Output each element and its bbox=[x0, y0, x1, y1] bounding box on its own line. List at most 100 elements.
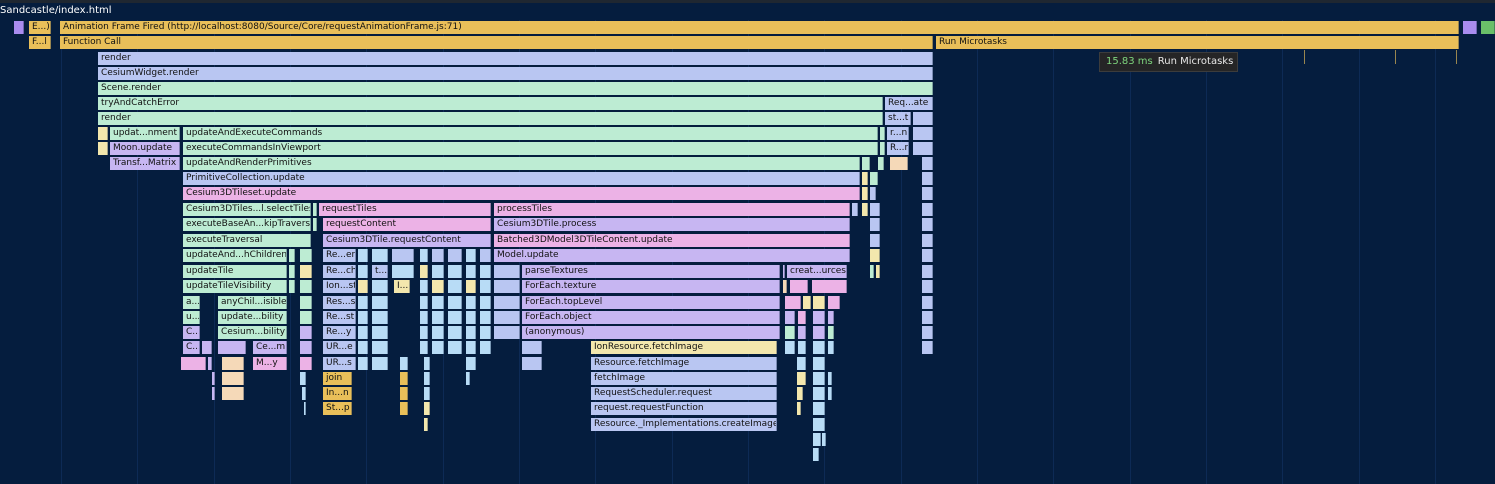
flame-bar[interactable]: Function Call bbox=[60, 36, 933, 49]
microtask-tick[interactable] bbox=[1456, 50, 1457, 64]
flame-bar-unlabeled[interactable] bbox=[922, 326, 933, 339]
flame-bar-unlabeled[interactable] bbox=[432, 280, 444, 293]
flame-bar[interactable]: UR...s bbox=[323, 357, 356, 370]
flame-bar[interactable]: Cesium...bility bbox=[218, 326, 287, 339]
flame-bar[interactable]: executeBaseAn...kipTraversal bbox=[183, 218, 311, 231]
flame-bar[interactable]: E...) bbox=[29, 21, 51, 34]
flame-bar-unlabeled[interactable] bbox=[522, 357, 542, 370]
flame-bar-unlabeled[interactable] bbox=[302, 387, 306, 400]
flame-bar-unlabeled[interactable] bbox=[922, 296, 933, 309]
flame-bar-unlabeled[interactable] bbox=[208, 357, 212, 370]
flame-bar-unlabeled[interactable] bbox=[466, 296, 476, 309]
flame-bar-unlabeled[interactable] bbox=[222, 357, 244, 370]
flame-bar-unlabeled[interactable] bbox=[862, 157, 870, 170]
flame-bar[interactable]: C... bbox=[183, 341, 200, 354]
flame-bar[interactable]: r...n bbox=[887, 127, 909, 140]
flame-bar-unlabeled[interactable] bbox=[785, 296, 801, 309]
flame-bar-unlabeled[interactable] bbox=[480, 296, 491, 309]
flame-bar-unlabeled[interactable] bbox=[813, 357, 825, 370]
flame-bar-unlabeled[interactable] bbox=[922, 341, 933, 354]
flame-bar-unlabeled[interactable] bbox=[466, 311, 476, 324]
flame-bar-unlabeled[interactable] bbox=[420, 341, 428, 354]
flame-bar-unlabeled[interactable] bbox=[783, 265, 785, 278]
flame-bar-unlabeled[interactable] bbox=[822, 433, 826, 446]
flame-bar-unlabeled[interactable] bbox=[98, 127, 108, 140]
flame-bar-unlabeled[interactable] bbox=[494, 311, 520, 324]
flame-bar-unlabeled[interactable] bbox=[432, 311, 444, 324]
flame-bar[interactable]: (anonymous) bbox=[522, 326, 780, 339]
flame-bar-unlabeled[interactable] bbox=[813, 433, 821, 446]
flame-bar-unlabeled[interactable] bbox=[222, 387, 244, 400]
flame-bar-unlabeled[interactable] bbox=[922, 187, 933, 200]
flame-bar[interactable]: render bbox=[98, 112, 883, 125]
flame-bar-unlabeled[interactable] bbox=[300, 341, 312, 354]
flame-bar-unlabeled[interactable] bbox=[480, 311, 491, 324]
flame-bar-unlabeled[interactable] bbox=[420, 296, 428, 309]
flame-bar-unlabeled[interactable] bbox=[304, 402, 306, 415]
flame-bar[interactable]: ForEach.topLevel bbox=[522, 296, 780, 309]
flame-bar-unlabeled[interactable] bbox=[424, 402, 430, 415]
flame-bar[interactable]: processTiles bbox=[494, 203, 850, 216]
flame-bar[interactable]: In...n bbox=[323, 387, 352, 400]
flame-bar-unlabeled[interactable] bbox=[797, 402, 801, 415]
flame-bar[interactable]: Re...er bbox=[323, 249, 356, 262]
flame-bar-unlabeled[interactable] bbox=[480, 265, 491, 278]
flame-bar-unlabeled[interactable] bbox=[797, 357, 806, 370]
flame-bar[interactable]: F...l bbox=[29, 36, 51, 49]
flame-bar-unlabeled[interactable] bbox=[466, 326, 476, 339]
flame-bar[interactable]: tryAndCatchError bbox=[98, 97, 883, 110]
flame-bar[interactable]: updat...nment bbox=[110, 127, 180, 140]
flame-bar-unlabeled[interactable] bbox=[878, 157, 884, 170]
flame-bar-unlabeled[interactable] bbox=[424, 418, 428, 431]
flame-bar-unlabeled[interactable] bbox=[494, 326, 520, 339]
flame-bar-unlabeled[interactable] bbox=[372, 311, 388, 324]
microtask-tick[interactable] bbox=[1304, 50, 1305, 64]
flame-bar-unlabeled[interactable] bbox=[813, 326, 825, 339]
flame-bar-unlabeled[interactable] bbox=[798, 341, 806, 354]
flame-bar-unlabeled[interactable] bbox=[870, 234, 880, 247]
flame-bar[interactable]: St...p bbox=[323, 402, 352, 415]
flame-bar[interactable]: executeCommandsInViewport bbox=[183, 142, 878, 155]
flame-bar-unlabeled[interactable] bbox=[922, 203, 933, 216]
flame-bar-unlabeled[interactable] bbox=[466, 341, 476, 354]
flame-bar[interactable]: IonResource.fetchImage bbox=[591, 341, 777, 354]
flame-bar-unlabeled[interactable] bbox=[913, 127, 933, 140]
flame-bar[interactable]: Moon.update bbox=[110, 142, 180, 155]
flame-bar-unlabeled[interactable] bbox=[358, 357, 368, 370]
flame-bar[interactable]: ForEach.object bbox=[522, 311, 780, 324]
flame-bar-unlabeled[interactable] bbox=[222, 372, 244, 385]
flame-bar-unlabeled[interactable] bbox=[420, 280, 428, 293]
flame-bar-unlabeled[interactable] bbox=[828, 311, 834, 324]
flame-bar-unlabeled[interactable] bbox=[1463, 21, 1477, 34]
flame-bar[interactable]: Batched3DModel3DTileContent.update bbox=[494, 234, 850, 247]
flame-bar[interactable]: Animation Frame Fired (http://localhost:… bbox=[60, 21, 1459, 34]
flame-bar-unlabeled[interactable] bbox=[870, 203, 880, 216]
flame-bar[interactable]: Re...st bbox=[323, 311, 356, 324]
flame-bar-unlabeled[interactable] bbox=[300, 326, 312, 339]
flame-bar-unlabeled[interactable] bbox=[448, 311, 462, 324]
flame-bar-unlabeled[interactable] bbox=[300, 280, 312, 293]
flame-bar-unlabeled[interactable] bbox=[372, 249, 388, 262]
flame-bar[interactable]: ForEach.texture bbox=[522, 280, 780, 293]
flame-bar-unlabeled[interactable] bbox=[400, 357, 408, 370]
flame-bar[interactable]: R...r bbox=[887, 142, 909, 155]
flame-bar-unlabeled[interactable] bbox=[466, 249, 476, 262]
flame-bar-unlabeled[interactable] bbox=[392, 249, 414, 262]
flame-bar-unlabeled[interactable] bbox=[880, 142, 885, 155]
flame-bar[interactable]: u... bbox=[183, 311, 200, 324]
flame-bar-unlabeled[interactable] bbox=[785, 341, 795, 354]
flame-bar[interactable]: requestTiles bbox=[319, 203, 491, 216]
flame-bar-unlabeled[interactable] bbox=[870, 187, 876, 200]
flame-bar-unlabeled[interactable] bbox=[212, 372, 215, 385]
flame-bar-unlabeled[interactable] bbox=[922, 311, 933, 324]
flame-bar-unlabeled[interactable] bbox=[358, 326, 368, 339]
flame-bar-unlabeled[interactable] bbox=[420, 249, 428, 262]
flame-bar-unlabeled[interactable] bbox=[862, 187, 868, 200]
flame-bar-unlabeled[interactable] bbox=[922, 157, 933, 170]
flame-bar-unlabeled[interactable] bbox=[798, 326, 806, 339]
flame-bar[interactable]: Ce...m bbox=[253, 341, 287, 354]
flame-bar[interactable]: Cesium3DTiles...l.selectTiles bbox=[183, 203, 311, 216]
flame-bar-unlabeled[interactable] bbox=[300, 311, 312, 324]
flame-bar-unlabeled[interactable] bbox=[358, 296, 368, 309]
flame-bar-unlabeled[interactable] bbox=[798, 311, 806, 324]
